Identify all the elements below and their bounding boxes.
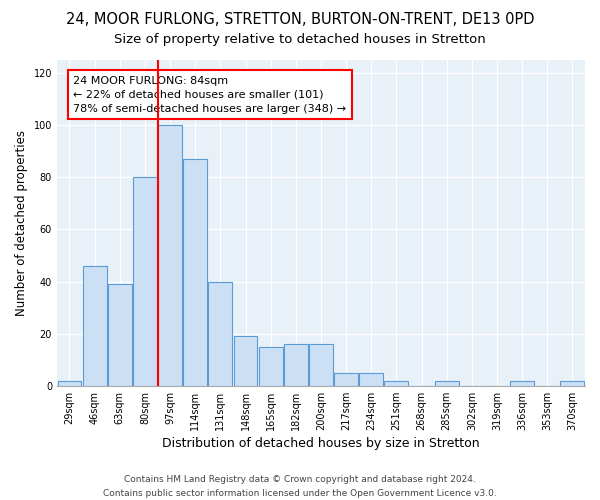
Bar (560, 380, 584, 386)
Bar (108, 284, 132, 386)
Bar (309, 344, 333, 386)
Bar (435, 380, 458, 386)
Bar (133, 178, 157, 386)
Bar (158, 125, 182, 386)
Bar (83, 266, 107, 386)
Bar (510, 380, 534, 386)
Bar (58, 380, 82, 386)
Text: Contains HM Land Registry data © Crown copyright and database right 2024.
Contai: Contains HM Land Registry data © Crown c… (103, 476, 497, 498)
Bar (233, 336, 257, 386)
Text: 24, MOOR FURLONG, STRETTON, BURTON-ON-TRENT, DE13 0PD: 24, MOOR FURLONG, STRETTON, BURTON-ON-TR… (66, 12, 534, 28)
Bar (259, 346, 283, 386)
Y-axis label: Number of detached properties: Number of detached properties (15, 130, 28, 316)
Bar (385, 380, 409, 386)
Bar (334, 373, 358, 386)
Text: Size of property relative to detached houses in Stretton: Size of property relative to detached ho… (114, 32, 486, 46)
X-axis label: Distribution of detached houses by size in Stretton: Distribution of detached houses by size … (162, 437, 480, 450)
Bar (359, 373, 383, 386)
Bar (208, 282, 232, 386)
Bar (183, 159, 207, 386)
Bar (284, 344, 308, 386)
Text: 24 MOOR FURLONG: 84sqm
← 22% of detached houses are smaller (101)
78% of semi-de: 24 MOOR FURLONG: 84sqm ← 22% of detached… (73, 76, 346, 114)
